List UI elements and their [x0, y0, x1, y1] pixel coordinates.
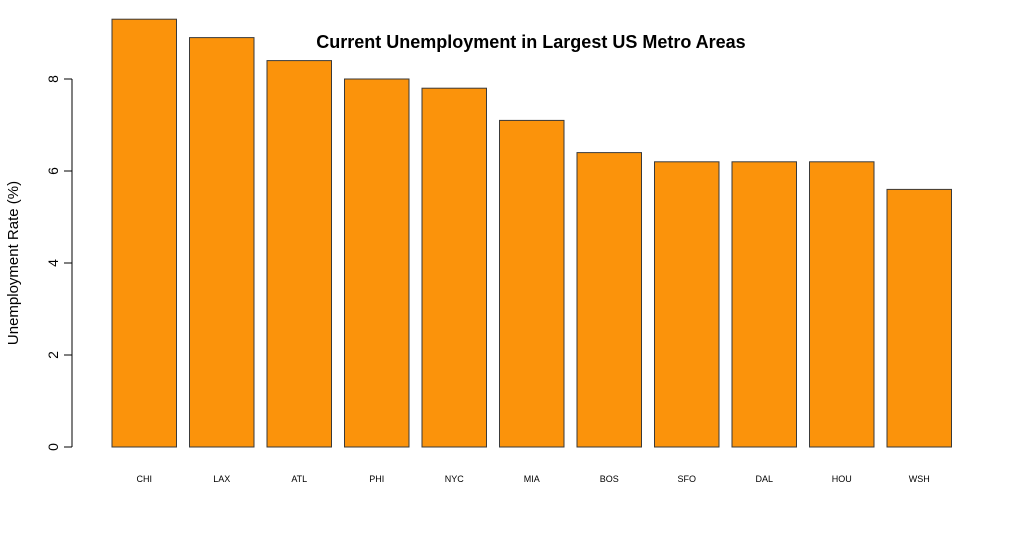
y-tick-label: 2: [45, 351, 61, 359]
x-tick-label: CHI: [137, 474, 153, 484]
bar-nyc: [421, 87, 487, 448]
x-tick-label: ATL: [291, 474, 307, 484]
bar-lax: [189, 37, 255, 448]
x-tick-label: LAX: [213, 474, 230, 484]
x-axis-labels: CHI LAX ATL PHI NYC MIA BOS SFO DAL HOU WSH: [137, 474, 930, 484]
y-tick-label: 0: [45, 443, 61, 451]
y-axis-label: Unemployment Rate (%): [5, 181, 22, 345]
x-tick-label: MIA: [524, 474, 540, 484]
bar-atl: [266, 60, 332, 448]
bar-chi: [111, 18, 177, 448]
bars-group: [111, 18, 952, 448]
y-tick-label: 4: [45, 259, 61, 267]
bar-mia: [499, 119, 565, 448]
x-tick-label: BOS: [600, 474, 619, 484]
x-tick-label: NYC: [445, 474, 465, 484]
bar-phi: [344, 78, 410, 448]
x-tick-label: HOU: [832, 474, 852, 484]
y-tick-label: 8: [45, 75, 61, 83]
x-tick-label: SFO: [677, 474, 696, 484]
bar-bos: [576, 152, 642, 448]
chart-title: Current Unemployment in Largest US Metro…: [316, 32, 745, 52]
y-tick-label: 6: [45, 167, 61, 175]
x-tick-label: DAL: [755, 474, 773, 484]
x-tick-label: WSH: [909, 474, 930, 484]
y-axis: 0 2 4 6 8: [45, 75, 73, 451]
bar-dal: [731, 161, 797, 448]
x-tick-label: PHI: [369, 474, 384, 484]
bar-wsh: [886, 188, 952, 448]
bar-hou: [809, 161, 875, 448]
bar-sfo: [654, 161, 720, 448]
